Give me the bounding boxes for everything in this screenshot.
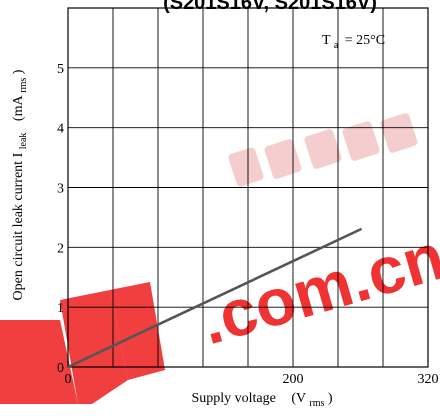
- watermark-text: .com.cn: [192, 218, 440, 358]
- y-tick-label: 0: [57, 361, 64, 376]
- annotation-subscript: a: [334, 40, 339, 51]
- x-axis-label-open: (V: [291, 391, 306, 406]
- x-tick-label: 200: [283, 372, 304, 387]
- x-axis-label-close: ): [328, 391, 333, 406]
- temperature-annotation: T a = 25°C: [322, 33, 385, 52]
- x-tick-label: 320: [418, 372, 439, 387]
- y-axis-label: Open circuit leak current I leak (mA rms…: [11, 69, 30, 300]
- y-axis-label-close: ): [11, 69, 26, 74]
- y-tick-label: 1: [57, 301, 64, 316]
- y-tick-label: 2: [57, 241, 64, 256]
- x-axis-label-main: Supply voltage: [191, 391, 275, 406]
- series-line: [66, 228, 362, 369]
- x-axis-label: Supply voltage (V rms ): [191, 391, 332, 410]
- y-axis-label-sub: leak: [18, 133, 29, 150]
- watermark-logo-shape: [0, 320, 78, 404]
- y-tick-label: 3: [57, 182, 64, 197]
- x-tick-labels: 0 200 320: [65, 372, 439, 387]
- watermark: .com.cn: [0, 113, 440, 404]
- annotation-prefix: T: [322, 33, 331, 48]
- y-tick-labels: 0 1 2 3 4 5: [57, 62, 64, 376]
- x-axis-label-sub: rms: [309, 398, 324, 409]
- chart-title: (S201S16V, S201S16V): [163, 0, 377, 14]
- watermark-logo-shape: [110, 282, 165, 380]
- watermark-glyphs: [228, 113, 418, 187]
- series-group: [66, 228, 362, 369]
- watermark-logo-shape: [60, 290, 128, 404]
- y-axis-label-open: (mA: [11, 95, 26, 122]
- annotation-suffix: = 25°C: [345, 33, 385, 48]
- y-axis-label-main: Open circuit leak current I: [11, 152, 26, 300]
- x-tick-label: 0: [65, 372, 72, 387]
- plot-area-frame: [67, 7, 429, 368]
- y-axis-label-sub2: rms: [18, 78, 29, 93]
- y-tick-label: 4: [57, 122, 64, 137]
- y-tick-label: 5: [57, 62, 64, 77]
- chart-grid: [68, 8, 428, 367]
